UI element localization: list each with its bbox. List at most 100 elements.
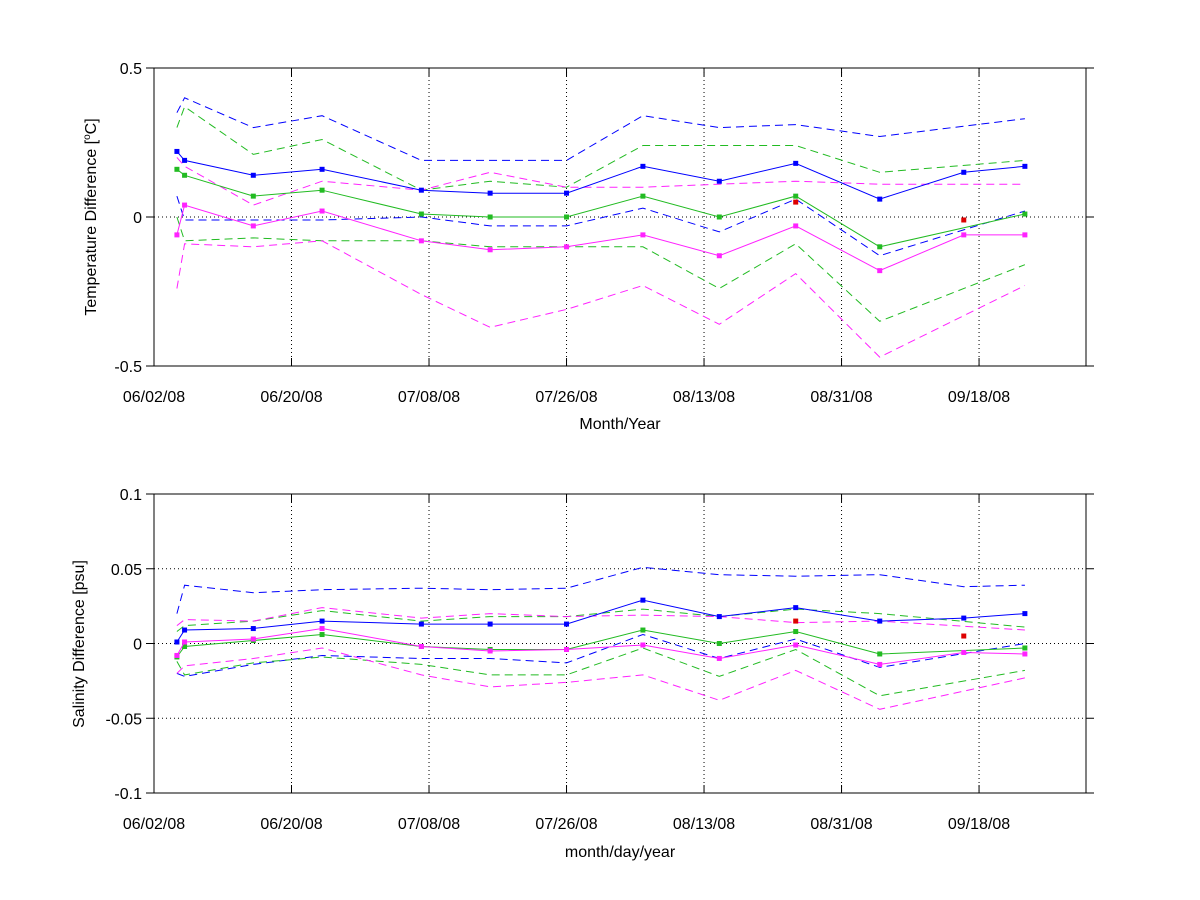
- temperature-series-8-point: [716, 253, 722, 259]
- temperature-series-6-point: [1022, 163, 1028, 169]
- salinity-panel: Salinity Difference [psu] month/day/year…: [71, 487, 1094, 861]
- salinity-series-6-point: [961, 615, 967, 621]
- salinity-series-7-point: [640, 627, 646, 633]
- salinity-series-3-line: [176, 647, 1025, 697]
- temperature-y-tick-label: -0.5: [114, 359, 142, 376]
- temperature-y-tick-label: 0.5: [120, 61, 142, 78]
- salinity-series-6-point: [564, 621, 570, 627]
- salinity-series-7-point: [877, 651, 883, 657]
- temperature-series-9-point: [793, 199, 799, 205]
- temperature-series-7-point: [319, 187, 325, 193]
- temperature-series-5-line: [176, 240, 1026, 358]
- temperature-y-label-main: Temperature Difference [: [83, 139, 100, 315]
- temperature-series-7-point: [716, 214, 722, 220]
- salinity-series-7-point: [716, 641, 722, 646]
- salinity-series-7-point: [793, 629, 799, 635]
- temperature-series-8-point: [319, 208, 325, 214]
- temperature-series-7-point: [564, 214, 570, 220]
- salinity-x-tick-label: 08/13/08: [673, 816, 735, 833]
- temperature-panel: Temperature Difference [oC] Month/Year 0…: [82, 61, 1094, 433]
- temperature-series-6-point: [182, 157, 188, 163]
- salinity-series-4-line: [176, 607, 1025, 631]
- temperature-x-tick-label: 07/26/08: [535, 389, 597, 406]
- temperature-series-8-point: [182, 202, 188, 208]
- salinity-series-6-point: [418, 621, 424, 627]
- temperature-y-label-sup: o: [82, 134, 93, 140]
- salinity-y-tick-label: 0: [133, 637, 142, 654]
- temperature-series-7-point: [877, 244, 883, 250]
- temperature-x-label: Month/Year: [579, 416, 661, 433]
- temperature-series-6-point: [319, 166, 325, 172]
- salinity-series-6-point: [793, 605, 799, 611]
- temperature-series-8-point: [487, 247, 493, 253]
- salinity-x-tick-label: 06/20/08: [260, 816, 322, 833]
- temperature-series-9-point: [961, 217, 967, 223]
- salinity-y-label: Salinity Difference [psu]: [71, 560, 88, 728]
- salinity-y-tick-label: 0.1: [120, 487, 142, 504]
- temperature-series-6-point: [487, 190, 493, 196]
- temperature-x-tick-label: 07/08/08: [398, 389, 460, 406]
- salinity-x-label: month/day/year: [565, 844, 676, 861]
- temperature-x-tick-label: 08/31/08: [810, 389, 872, 406]
- salinity-series-8-point: [877, 661, 883, 667]
- temperature-series-1-line: [176, 195, 1026, 257]
- salinity-series-8-point: [961, 649, 967, 655]
- salinity-series-8-point: [174, 652, 180, 658]
- temperature-series-6-point: [418, 187, 424, 193]
- temperature-series-4-line: [176, 157, 1025, 206]
- salinity-series-6-point: [640, 597, 646, 603]
- salinity-series-9-point: [961, 633, 967, 639]
- temperature-y-label-tail: C]: [83, 118, 100, 134]
- salinity-y-tick-label: 0.05: [111, 562, 142, 579]
- temperature-series-6-point: [793, 160, 799, 166]
- salinity-series-6-point: [1022, 611, 1028, 617]
- salinity-series-6-point: [319, 618, 325, 624]
- salinity-series-8-point: [716, 655, 722, 661]
- temperature-x-tick-label: 06/20/08: [260, 389, 322, 406]
- temperature-x-tick-label: 08/13/08: [673, 389, 735, 406]
- temperature-series-8-point: [793, 223, 799, 229]
- temperature-x-tick-label: 06/02/08: [123, 389, 185, 406]
- salinity-series-6-point: [174, 639, 180, 645]
- salinity-series-8-point: [564, 646, 570, 652]
- temperature-series-6-point: [640, 163, 646, 169]
- salinity-series-7-point: [182, 643, 188, 649]
- temperature-series-7-point: [640, 193, 646, 199]
- temperature-series-7-point: [250, 193, 256, 199]
- temperature-series-8-point: [174, 232, 180, 238]
- salinity-x-tick-label: 07/26/08: [535, 816, 597, 833]
- salinity-x-tick-label: 08/31/08: [810, 816, 872, 833]
- salinity-series-8-point: [1022, 651, 1028, 657]
- temperature-series-8-point: [418, 238, 424, 244]
- temperature-series-8-point: [961, 232, 967, 238]
- temperature-series-6-point: [961, 169, 967, 175]
- temperature-series-7-point: [174, 166, 180, 172]
- salinity-series-8-point: [319, 626, 325, 632]
- temperature-series-8-point: [640, 232, 646, 238]
- temperature-series-6-point: [716, 178, 722, 184]
- salinity-series-6-point: [487, 621, 493, 627]
- temperature-series-8-point: [877, 268, 883, 274]
- temperature-series-7-point: [182, 172, 188, 178]
- salinity-series-8-point: [250, 636, 256, 642]
- temperature-series-6-point: [564, 190, 570, 196]
- temperature-x-tick-label: 09/18/08: [948, 389, 1010, 406]
- salinity-series-8-point: [487, 648, 493, 654]
- temperature-series-6-point: [877, 196, 883, 202]
- temperature-y-tick-label: 0: [133, 210, 142, 227]
- salinity-series-8-point: [182, 639, 188, 645]
- temperature-series-8-point: [1022, 232, 1028, 238]
- salinity-series-5-line: [176, 647, 1026, 710]
- temperature-series-7-point: [418, 211, 424, 217]
- salinity-series-7-point: [1022, 645, 1028, 651]
- temperature-series-7-point: [487, 214, 493, 220]
- salinity-x-tick-label: 06/02/08: [123, 816, 185, 833]
- salinity-series-1-line: [176, 633, 1025, 677]
- temperature-series-8-line: [176, 204, 1025, 272]
- temperature-series-3-line: [176, 216, 1026, 322]
- salinity-series-7-line: [176, 629, 1025, 658]
- salinity-series-9-point: [793, 618, 799, 624]
- temperature-y-label: Temperature Difference [oC]: [82, 118, 100, 315]
- salinity-y-tick-label: -0.1: [114, 786, 142, 803]
